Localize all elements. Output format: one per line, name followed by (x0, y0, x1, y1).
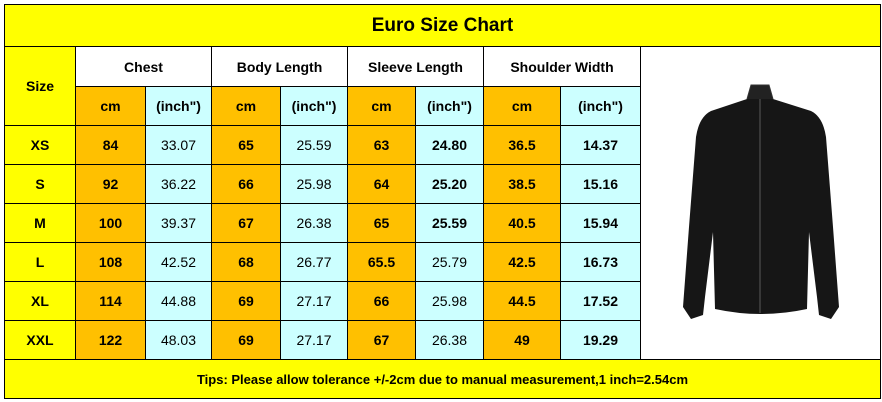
size-header: Size (5, 47, 75, 125)
cm-value: 114 (76, 282, 145, 320)
tips-note: Tips: Please allow tolerance +/-2cm due … (5, 360, 880, 398)
inch-value: 15.16 (561, 165, 640, 203)
inch-value: 33.07 (146, 126, 211, 164)
cm-value: 100 (76, 204, 145, 242)
cm-value: 84 (76, 126, 145, 164)
inch-value: 39.37 (146, 204, 211, 242)
inch-value: 24.80 (416, 126, 483, 164)
size-label: XL (5, 282, 75, 320)
inch-value: 25.98 (281, 165, 347, 203)
inch-value: 25.98 (416, 282, 483, 320)
size-label: L (5, 243, 75, 281)
cm-value: 69 (212, 282, 280, 320)
inch-value: 25.59 (416, 204, 483, 242)
cm-value: 36.5 (484, 126, 560, 164)
inch-value: 16.73 (561, 243, 640, 281)
group-header: Shoulder Width (484, 47, 640, 86)
unit-header: (inch") (146, 87, 211, 125)
cm-value: 64 (348, 165, 415, 203)
cm-value: 42.5 (484, 243, 560, 281)
cm-value: 38.5 (484, 165, 560, 203)
size-label: M (5, 204, 75, 242)
cm-value: 67 (212, 204, 280, 242)
inch-value: 25.59 (281, 126, 347, 164)
cm-value: 65 (212, 126, 280, 164)
unit-header: cm (212, 87, 280, 125)
inch-value: 26.77 (281, 243, 347, 281)
cm-value: 49 (484, 321, 560, 359)
title: Euro Size Chart (5, 5, 880, 46)
collar (746, 84, 774, 100)
cm-value: 122 (76, 321, 145, 359)
inch-value: 27.17 (281, 282, 347, 320)
inch-value: 26.38 (281, 204, 347, 242)
inch-value: 25.20 (416, 165, 483, 203)
inch-value: 14.37 (561, 126, 640, 164)
unit-header: cm (348, 87, 415, 125)
inch-value: 44.88 (146, 282, 211, 320)
cm-value: 65 (348, 204, 415, 242)
inch-value: 15.94 (561, 204, 640, 242)
cm-value: 65.5 (348, 243, 415, 281)
cm-value: 66 (348, 282, 415, 320)
cm-value: 68 (212, 243, 280, 281)
cm-value: 44.5 (484, 282, 560, 320)
jacket-photo (641, 47, 879, 358)
group-header: Sleeve Length (348, 47, 483, 86)
inch-value: 17.52 (561, 282, 640, 320)
jacket-body (683, 87, 839, 319)
cm-value: 108 (76, 243, 145, 281)
inch-value: 27.17 (281, 321, 347, 359)
inch-value: 19.29 (561, 321, 640, 359)
cm-value: 69 (212, 321, 280, 359)
inch-value: 48.03 (146, 321, 211, 359)
inch-value: 25.79 (416, 243, 483, 281)
unit-header: cm (76, 87, 145, 125)
cm-value: 40.5 (484, 204, 560, 242)
size-label: S (5, 165, 75, 203)
size-label: XXL (5, 321, 75, 359)
cm-value: 67 (348, 321, 415, 359)
group-header: Chest (76, 47, 211, 86)
unit-header: (inch") (281, 87, 347, 125)
inch-value: 36.22 (146, 165, 211, 203)
cm-value: 92 (76, 165, 145, 203)
inch-value: 26.38 (416, 321, 483, 359)
unit-header: (inch") (416, 87, 483, 125)
unit-header: cm (484, 87, 560, 125)
cm-value: 63 (348, 126, 415, 164)
unit-header: (inch") (561, 87, 640, 125)
group-header: Body Length (212, 47, 347, 86)
inch-value: 42.52 (146, 243, 211, 281)
cm-value: 66 (212, 165, 280, 203)
size-label: XS (5, 126, 75, 164)
